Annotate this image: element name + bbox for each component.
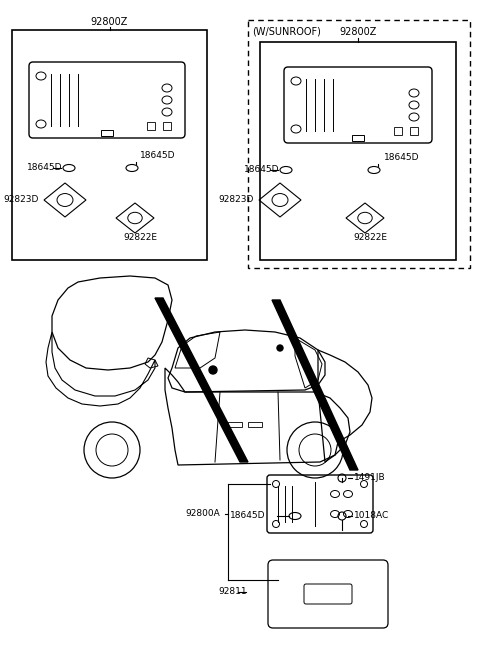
Text: (W/SUNROOF): (W/SUNROOF) <box>252 27 321 37</box>
Bar <box>163 122 171 130</box>
Bar <box>101 130 113 136</box>
Text: 1018AC: 1018AC <box>354 512 389 520</box>
Text: 18645D: 18645D <box>27 163 62 173</box>
Bar <box>248 422 262 427</box>
Text: 18645D: 18645D <box>230 512 265 520</box>
Text: 92800A: 92800A <box>185 510 220 518</box>
Text: 18645D: 18645D <box>244 165 279 174</box>
Bar <box>410 127 418 135</box>
Text: 18645D: 18645D <box>140 152 176 161</box>
Bar <box>12 30 207 260</box>
Bar <box>352 135 364 141</box>
Polygon shape <box>155 298 248 462</box>
Text: 92822E: 92822E <box>353 234 387 243</box>
Text: 92823D: 92823D <box>3 195 38 205</box>
Bar <box>394 127 402 135</box>
Bar <box>248 20 470 268</box>
Bar <box>228 422 242 427</box>
Text: 18645D: 18645D <box>384 154 420 163</box>
Circle shape <box>209 366 217 374</box>
Text: 92800Z: 92800Z <box>339 27 377 37</box>
Bar <box>260 42 456 260</box>
Text: 1491JB: 1491JB <box>354 474 385 483</box>
Circle shape <box>277 345 283 351</box>
Text: 92800Z: 92800Z <box>91 17 128 27</box>
Polygon shape <box>272 300 358 470</box>
Text: 92811: 92811 <box>218 588 247 596</box>
Bar <box>147 122 155 130</box>
Text: 92823D: 92823D <box>218 195 253 205</box>
Text: 92822E: 92822E <box>123 234 157 243</box>
